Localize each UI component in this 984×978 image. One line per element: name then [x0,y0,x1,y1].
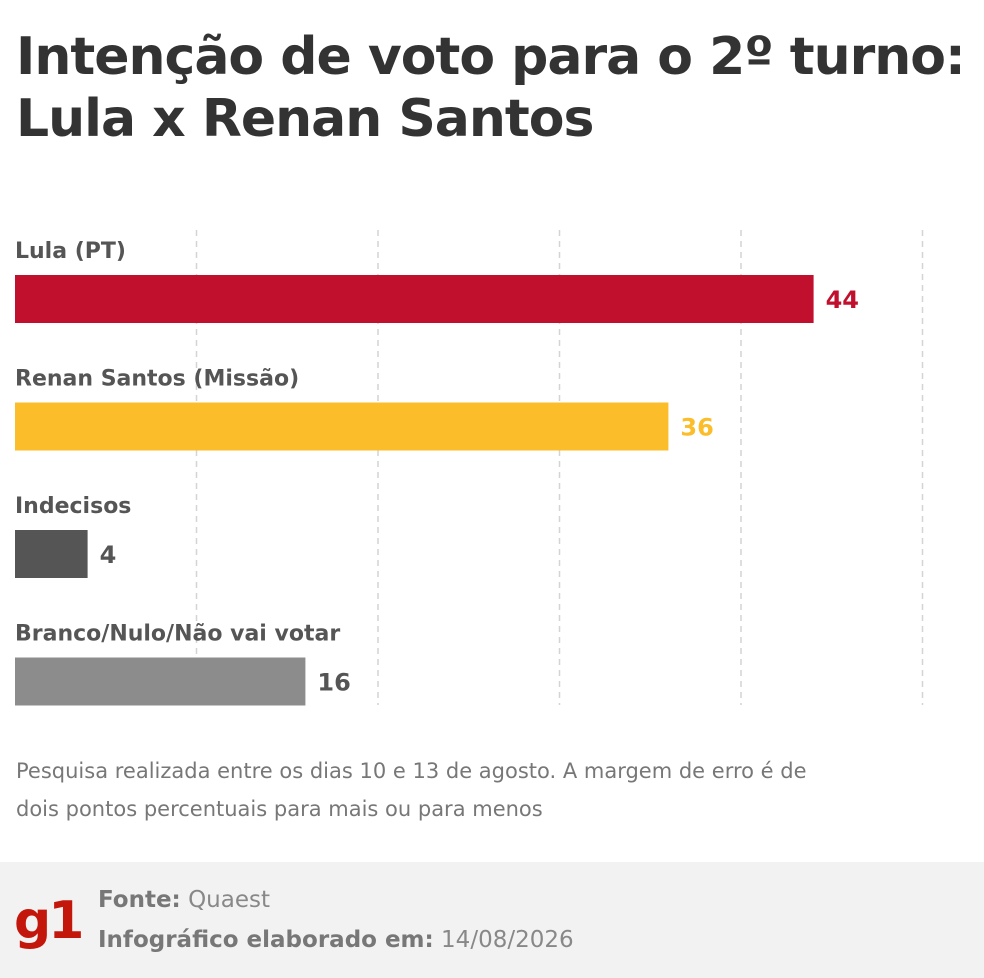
bar [15,275,814,323]
value-label: 44 [826,286,859,314]
category-label: Indecisos [15,494,131,519]
category-label: Lula (PT) [15,239,126,264]
bar-row: Lula (PT) 44 [15,239,859,323]
g1-logo: g1 [12,880,84,960]
bars: Lula (PT) 44 Renan Santos (Missão) 36 Indeci… [15,239,859,706]
date-key: Infográfico elaborado em: [98,927,434,953]
value-label: 16 [317,669,350,697]
bar [15,657,306,706]
source-line: Fonte: Quaest [98,880,574,920]
value-label: 4 [100,541,117,569]
category-label: Renan Santos (Missão) [15,367,299,392]
value-label: 36 [680,414,713,442]
date-line: Infográfico elaborado em: 14/08/2026 [98,920,574,960]
survey-note: Pesquisa realizada entre os dias 10 e 13… [16,759,807,821]
source-key: Fonte: [98,887,181,913]
source-value: Quaest [188,887,270,913]
bar-row: Renan Santos (Missão) 36 [15,367,714,451]
source-block: Fonte: Quaest Infográfico elaborado em: … [98,880,574,960]
date-value: 14/08/2026 [441,927,574,953]
category-label: Branco/Nulo/Não vai votar [15,622,340,647]
bar-chart: Lula (PT) 44 Renan Santos (Missão) 36 Indeci… [15,230,924,706]
logo-text: g1 [14,891,81,951]
footer: g1 Fonte: Quaest Infográfico elaborado e… [0,862,984,978]
bar [15,530,88,578]
chart-title: Intenção de voto para o 2º turno: Lula x… [16,27,966,149]
bar [15,402,669,451]
bar-row: Branco/Nulo/Não vai votar 16 [15,622,351,706]
bar-row: Indecisos 4 [15,494,131,578]
